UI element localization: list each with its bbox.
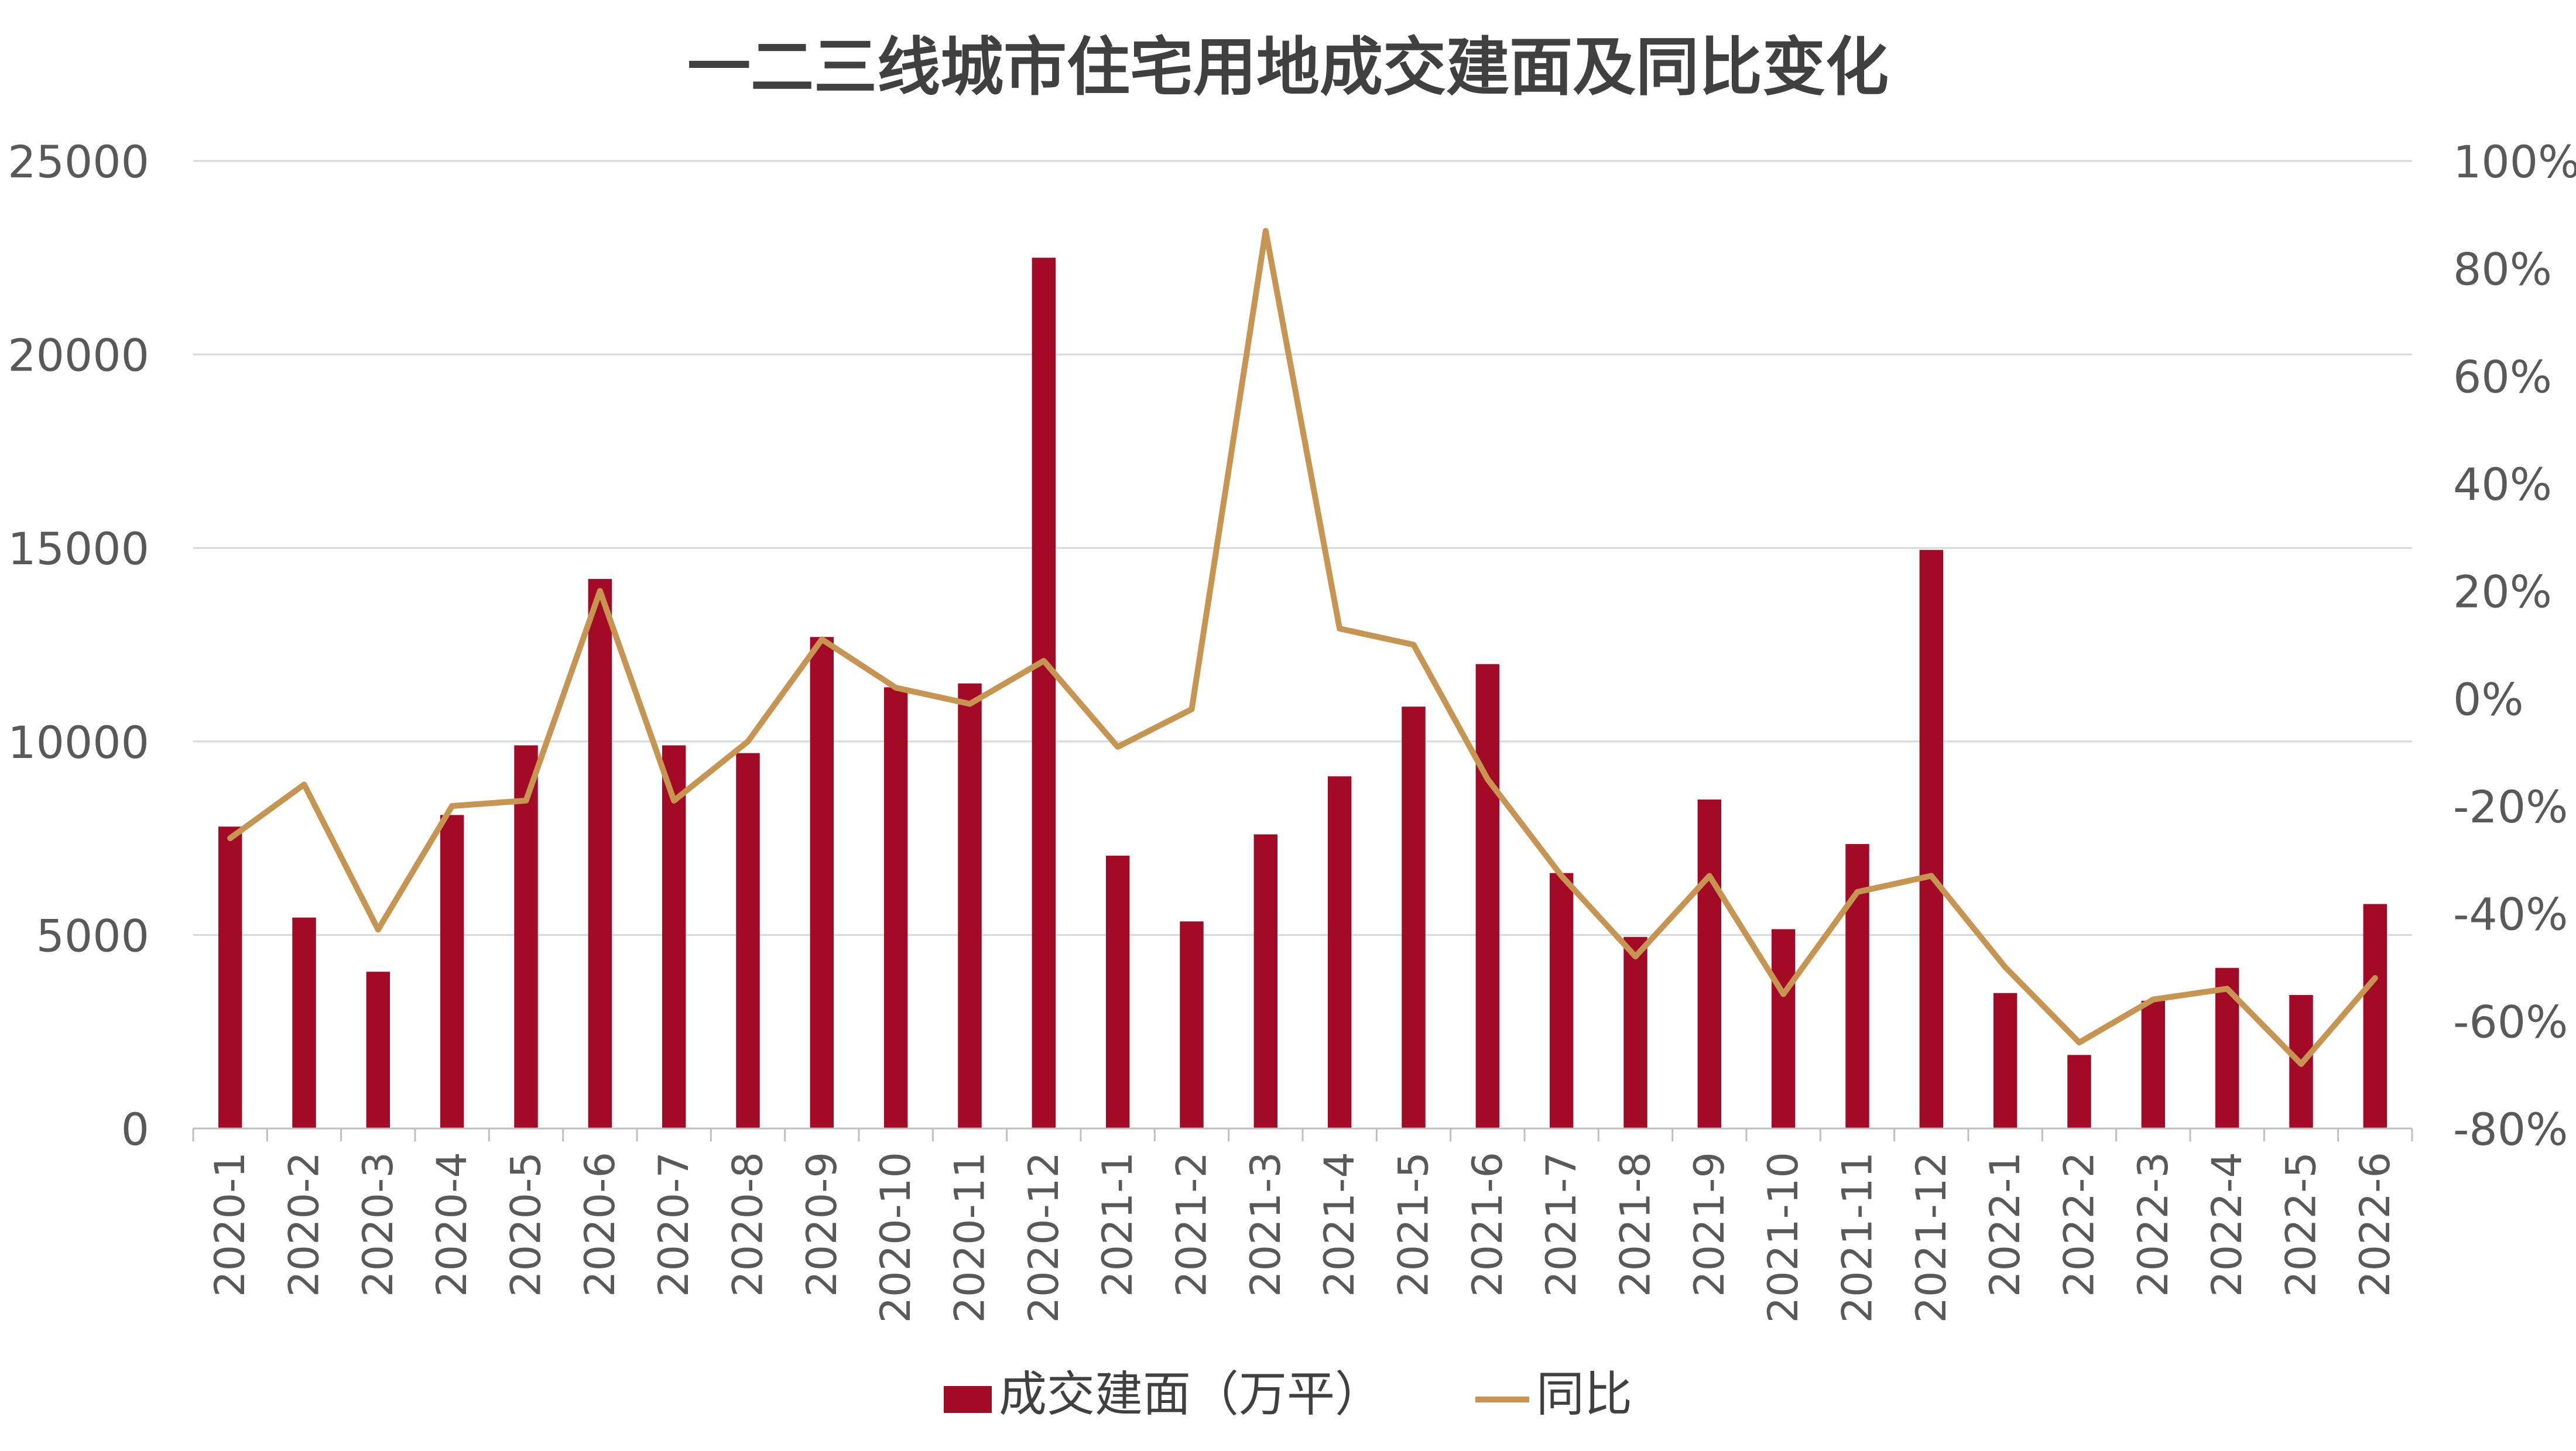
x-tick-label: 2020-5 — [502, 1152, 550, 1297]
x-tick-label: 2022-1 — [1981, 1152, 2029, 1297]
x-tick-label: 2022-3 — [2129, 1152, 2177, 1297]
bar — [292, 918, 316, 1128]
legend: 成交建面（万平） 同比 — [944, 1367, 1632, 1422]
y-left-tick-label: 5000 — [36, 910, 149, 962]
bar — [1180, 921, 1203, 1128]
bar — [884, 687, 907, 1128]
x-tick-label: 2020-1 — [206, 1152, 254, 1297]
axes: 0 5000 10000 15000 20000 25000 -80% -60% -40% -20… — [8, 136, 2576, 1323]
y-right-tick-label: 0% — [2453, 673, 2524, 725]
x-tick-label: 2020-9 — [798, 1152, 846, 1297]
x-tick-label: 2021-10 — [1759, 1152, 1807, 1323]
bar — [1623, 937, 1647, 1128]
x-tick-label: 2021-11 — [1834, 1152, 1882, 1323]
x-tick-label: 2021-9 — [1686, 1152, 1734, 1297]
y-left-tick-label: 25000 — [8, 136, 149, 188]
bar — [440, 815, 464, 1128]
x-tick-label: 2020-8 — [724, 1152, 772, 1297]
bar — [2363, 904, 2387, 1128]
legend-bar-label: 成交建面（万平） — [999, 1367, 1383, 1422]
y-left-tick-label: 10000 — [8, 716, 149, 769]
x-tick-label: 2021-1 — [1094, 1152, 1142, 1297]
bar — [1550, 873, 1573, 1128]
legend-line-label: 同比 — [1536, 1367, 1632, 1422]
x-tick-label: 2022-4 — [2203, 1152, 2251, 1297]
y-right-tick-label: 60% — [2453, 351, 2552, 403]
y-left-tick-label: 20000 — [8, 330, 149, 382]
x-tick-label: 2022-2 — [2056, 1152, 2104, 1297]
x-tick-label: 2020-3 — [354, 1152, 402, 1297]
legend-bar-swatch — [944, 1386, 992, 1413]
x-tick-label: 2020-6 — [576, 1152, 624, 1297]
y-right-tick-label: -20% — [2453, 781, 2568, 833]
bar — [218, 826, 242, 1128]
x-tick-label: 2021-4 — [1316, 1152, 1364, 1297]
bar — [1476, 664, 1499, 1128]
y-right-tick-label: 100% — [2453, 136, 2576, 188]
bar — [1254, 834, 1277, 1128]
x-tick-label: 2021-6 — [1464, 1152, 1512, 1297]
bar — [1106, 856, 1129, 1128]
bar — [1993, 993, 2017, 1128]
bar — [1402, 706, 1425, 1128]
y-right-tick-label: -40% — [2453, 889, 2568, 941]
bar — [810, 637, 834, 1128]
bar — [1328, 776, 1351, 1128]
x-tick-label: 2022-6 — [2351, 1152, 2399, 1297]
x-tick-label: 2021-3 — [1242, 1152, 1290, 1297]
x-tick-label: 2020-2 — [280, 1152, 328, 1297]
x-tick-label: 2020-4 — [428, 1152, 476, 1297]
x-tick-label: 2020-10 — [872, 1152, 920, 1323]
x-tick-label: 2021-8 — [1612, 1152, 1660, 1297]
x-tick-label: 2020-11 — [946, 1152, 994, 1323]
y-left-tick-label: 0 — [121, 1103, 149, 1155]
bar — [1772, 929, 1795, 1128]
bar — [366, 972, 390, 1128]
x-tick-label: 2020-12 — [1020, 1152, 1068, 1323]
bar — [588, 579, 612, 1128]
x-tick-label: 2022-5 — [2277, 1152, 2325, 1297]
bar — [1845, 844, 1869, 1128]
bar-series — [218, 258, 2387, 1128]
y-left-tick-label: 15000 — [8, 523, 149, 575]
line-series — [230, 231, 2375, 1064]
y-right-tick-label: 20% — [2453, 566, 2552, 618]
bar — [736, 753, 759, 1128]
x-tick-label: 2020-7 — [650, 1152, 698, 1297]
bar — [1698, 800, 1721, 1128]
yoy-line — [230, 231, 2375, 1064]
bar — [1920, 550, 1943, 1128]
x-tick-label: 2021-7 — [1537, 1152, 1585, 1297]
y-right-tick-label: 80% — [2453, 243, 2552, 296]
chart-title: 一二三线城市住宅用地成交建面及同比变化 — [687, 31, 1889, 104]
x-tick-label: 2021-12 — [1907, 1152, 1955, 1323]
y-right-tick-label: -80% — [2453, 1103, 2568, 1155]
bar — [2142, 1001, 2165, 1128]
y-right-tick-label: 40% — [2453, 458, 2552, 510]
bar — [1032, 258, 1056, 1128]
y-right-tick-label: -60% — [2453, 996, 2568, 1048]
x-tick-label: 2021-5 — [1390, 1152, 1438, 1297]
x-tick-label: 2021-2 — [1168, 1152, 1216, 1297]
bar — [2067, 1055, 2091, 1128]
bar — [958, 684, 981, 1128]
